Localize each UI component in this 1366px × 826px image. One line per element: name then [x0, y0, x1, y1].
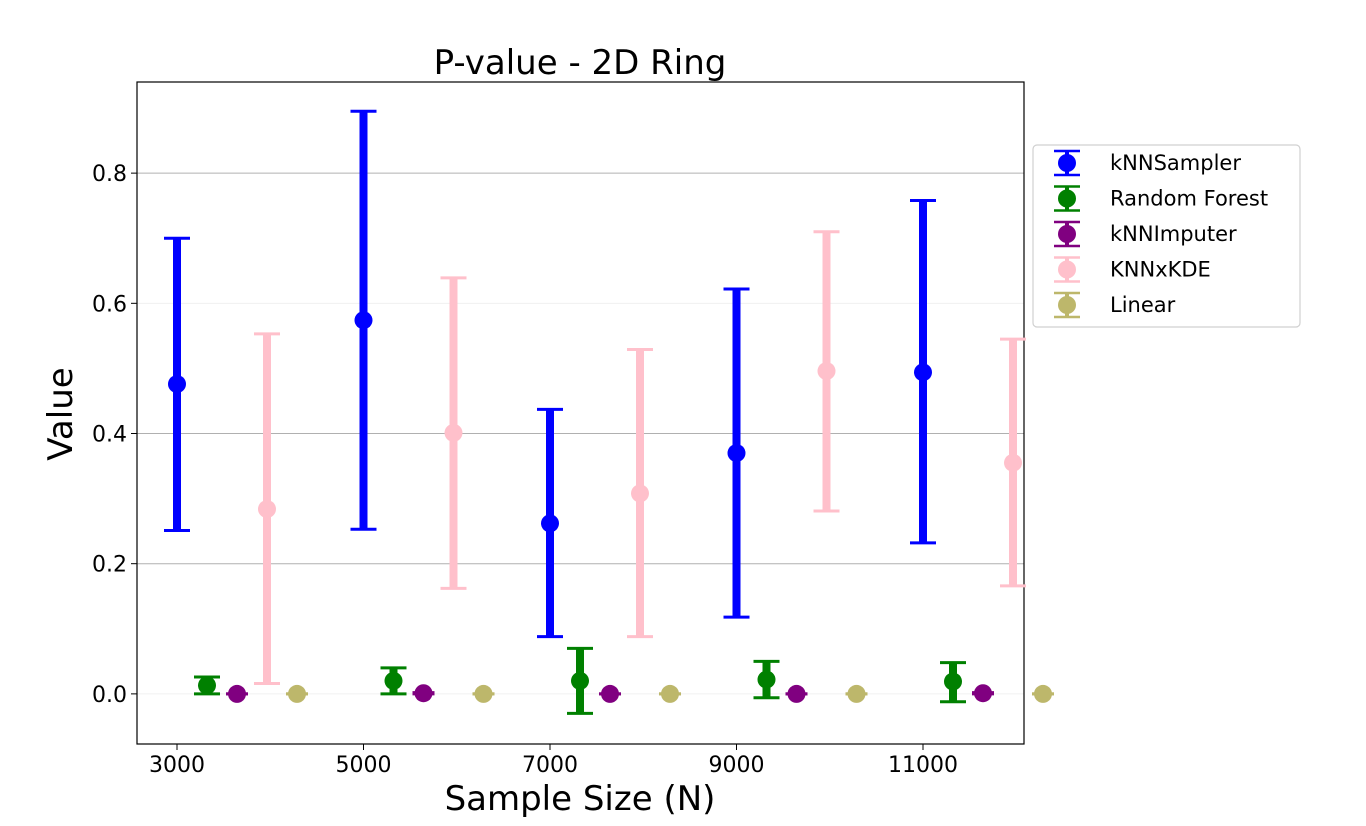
data-point	[444, 423, 463, 442]
data-point	[571, 671, 589, 690]
data-point	[474, 684, 493, 703]
legend-marker	[1058, 260, 1076, 279]
data-point	[288, 684, 306, 703]
legend: kNNSampler Random Forest kNNImputer KNNxKDE…	[1032, 144, 1301, 328]
data-point	[757, 670, 776, 689]
x-axis: 3000 5000 7000 9000 11000	[149, 744, 958, 778]
data-point	[414, 684, 433, 703]
legend-label: kNNSampler	[1110, 151, 1241, 175]
data-point	[787, 684, 806, 703]
x-tick-label: 11000	[888, 753, 958, 778]
legend-marker	[1058, 154, 1076, 172]
grid-lines	[137, 172, 1024, 695]
x-tick-label: 5000	[336, 753, 392, 778]
y-tick-label: 0.8	[92, 162, 127, 187]
legend-label: Linear	[1110, 293, 1176, 317]
data-point	[661, 684, 679, 703]
y-tick-label: 0.2	[92, 553, 127, 578]
legend-label: Random Forest	[1110, 187, 1268, 211]
data-point	[384, 671, 403, 690]
data-point	[1034, 684, 1052, 703]
legend-entry: Random Forest	[1054, 185, 1268, 212]
data-point	[817, 362, 836, 381]
legend-entry: KNNxKDE	[1054, 256, 1211, 283]
data-point	[541, 514, 559, 533]
data-point	[631, 484, 649, 503]
series-linear	[286, 684, 1054, 703]
y-tick-label: 0.0	[92, 683, 127, 708]
series-random-forest	[194, 646, 966, 715]
series-knnsampler	[164, 109, 936, 639]
x-axis-title: Sample Size (N)	[445, 779, 716, 819]
data-point	[944, 672, 962, 691]
y-tick-label: 0.4	[92, 423, 127, 448]
data-point	[228, 684, 246, 703]
legend-marker	[1058, 189, 1076, 208]
legend-entry: kNNSampler	[1054, 149, 1241, 177]
data-point	[914, 363, 932, 382]
data-point	[1004, 453, 1022, 472]
series-knnimputer	[226, 684, 994, 703]
x-tick-label: 7000	[522, 753, 578, 778]
data-point	[198, 676, 216, 695]
data-point	[601, 684, 619, 703]
data-point	[974, 684, 992, 703]
legend-marker	[1058, 225, 1076, 243]
data-point	[847, 684, 866, 703]
legend-entry: Linear	[1054, 291, 1176, 319]
legend-label: KNNxKDE	[1110, 258, 1211, 282]
y-tick-label: 0.6	[92, 292, 127, 317]
y-axis: 0.0 0.2 0.4 0.6 0.8	[92, 162, 137, 708]
plot-series	[164, 109, 1054, 715]
plot-area-frame	[136, 81, 1025, 745]
data-point	[258, 500, 276, 519]
chart-title: P-value - 2D Ring	[434, 43, 727, 83]
legend-frame	[1032, 144, 1301, 328]
series-knnxkde	[254, 230, 1026, 685]
data-point	[354, 311, 373, 330]
legend-entry: kNNImputer	[1054, 220, 1237, 248]
legend-label: kNNImputer	[1110, 222, 1237, 246]
data-point	[168, 375, 186, 394]
x-tick-label: 3000	[149, 753, 205, 778]
data-point	[727, 444, 746, 463]
legend-marker	[1058, 296, 1076, 314]
x-tick-label: 9000	[709, 753, 765, 778]
y-axis-title: Value	[41, 367, 81, 460]
